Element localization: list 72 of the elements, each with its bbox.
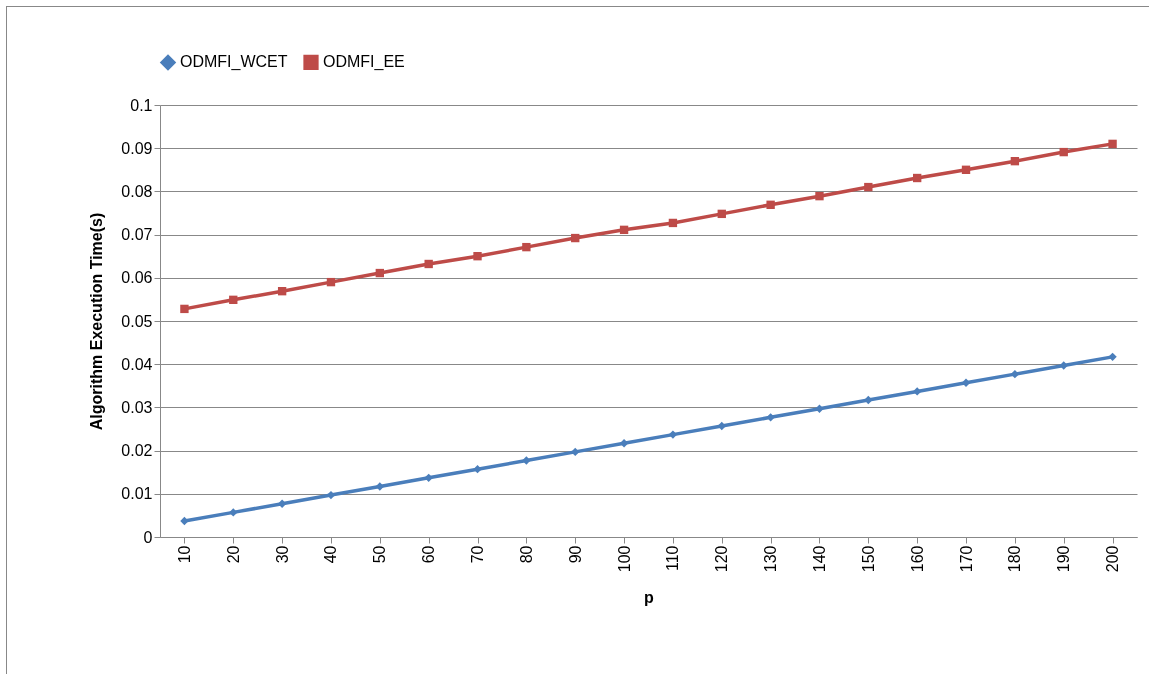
point — [961, 378, 971, 387]
y-tick-label: 0.05 — [121, 312, 153, 330]
point — [571, 447, 580, 457]
x-tick-label: 120 — [713, 545, 731, 573]
point — [717, 421, 726, 431]
x-tick-label: 170 — [957, 545, 975, 573]
x-tick-label: 50 — [371, 545, 389, 564]
x-tick-label: 40 — [322, 545, 340, 564]
point — [815, 404, 824, 413]
y-tick-label: 0.03 — [121, 398, 153, 416]
legend-label: ODMFI_EE — [323, 53, 405, 72]
point — [522, 242, 531, 252]
point — [375, 482, 385, 491]
point — [864, 395, 873, 405]
point — [522, 456, 531, 465]
x-axis-title: p — [644, 589, 655, 607]
x-tick-label: 130 — [762, 545, 780, 573]
x-tick-label: 70 — [469, 545, 487, 564]
y-axis-title: Algorithm Execution Time(s) — [88, 212, 106, 431]
point — [668, 218, 678, 228]
point — [1010, 156, 1020, 166]
x-tick-label: 80 — [517, 545, 535, 564]
point — [277, 287, 287, 296]
y-tick-label: 0.09 — [121, 139, 153, 157]
point — [180, 304, 189, 314]
x-tick-label: 140 — [810, 545, 828, 573]
x-tick-label: 190 — [1055, 545, 1073, 573]
point — [571, 233, 580, 243]
x-tick-label: 100 — [615, 545, 633, 573]
point — [229, 295, 238, 305]
point — [717, 209, 726, 219]
x-tick-label: 20 — [224, 545, 242, 564]
point — [1059, 147, 1068, 157]
x-tick-label: 180 — [1006, 545, 1024, 573]
y-tick-label: 0.01 — [121, 485, 153, 503]
point — [815, 191, 824, 201]
point — [1108, 139, 1117, 149]
point — [619, 225, 629, 235]
point — [326, 277, 336, 287]
y-tick-label: 0 — [143, 528, 153, 546]
legend-label: ODMFI_WCET — [180, 53, 288, 72]
point — [619, 439, 629, 448]
point — [473, 252, 482, 261]
point — [912, 387, 922, 396]
point — [961, 165, 971, 174]
y-tick-label: 0.02 — [121, 442, 153, 460]
point — [375, 268, 385, 278]
x-tick-label: 160 — [908, 545, 926, 573]
y-tick-label: 0.06 — [121, 269, 153, 287]
point — [668, 430, 678, 439]
point — [229, 508, 238, 517]
y-tick-label: 0.1 — [130, 96, 153, 114]
y-tick-label: 0.04 — [121, 355, 153, 373]
x-tick-label: 110 — [664, 545, 682, 572]
x-tick-label: 30 — [273, 545, 291, 564]
point — [424, 473, 433, 482]
x-tick-label: 10 — [175, 545, 193, 564]
point — [1059, 361, 1068, 370]
x-tick-label: 200 — [1104, 545, 1122, 573]
point — [766, 200, 775, 209]
point — [180, 516, 189, 526]
x-tick-label: 150 — [859, 545, 877, 573]
y-tick-label: 0.07 — [121, 226, 153, 244]
x-tick-label: 60 — [420, 545, 438, 564]
point — [912, 173, 922, 183]
point — [424, 259, 433, 269]
point — [864, 182, 873, 192]
point — [473, 464, 482, 474]
point — [1108, 352, 1117, 362]
y-tick-label: 0.08 — [121, 182, 153, 200]
point — [277, 499, 287, 508]
x-tick-label: 90 — [566, 545, 584, 564]
